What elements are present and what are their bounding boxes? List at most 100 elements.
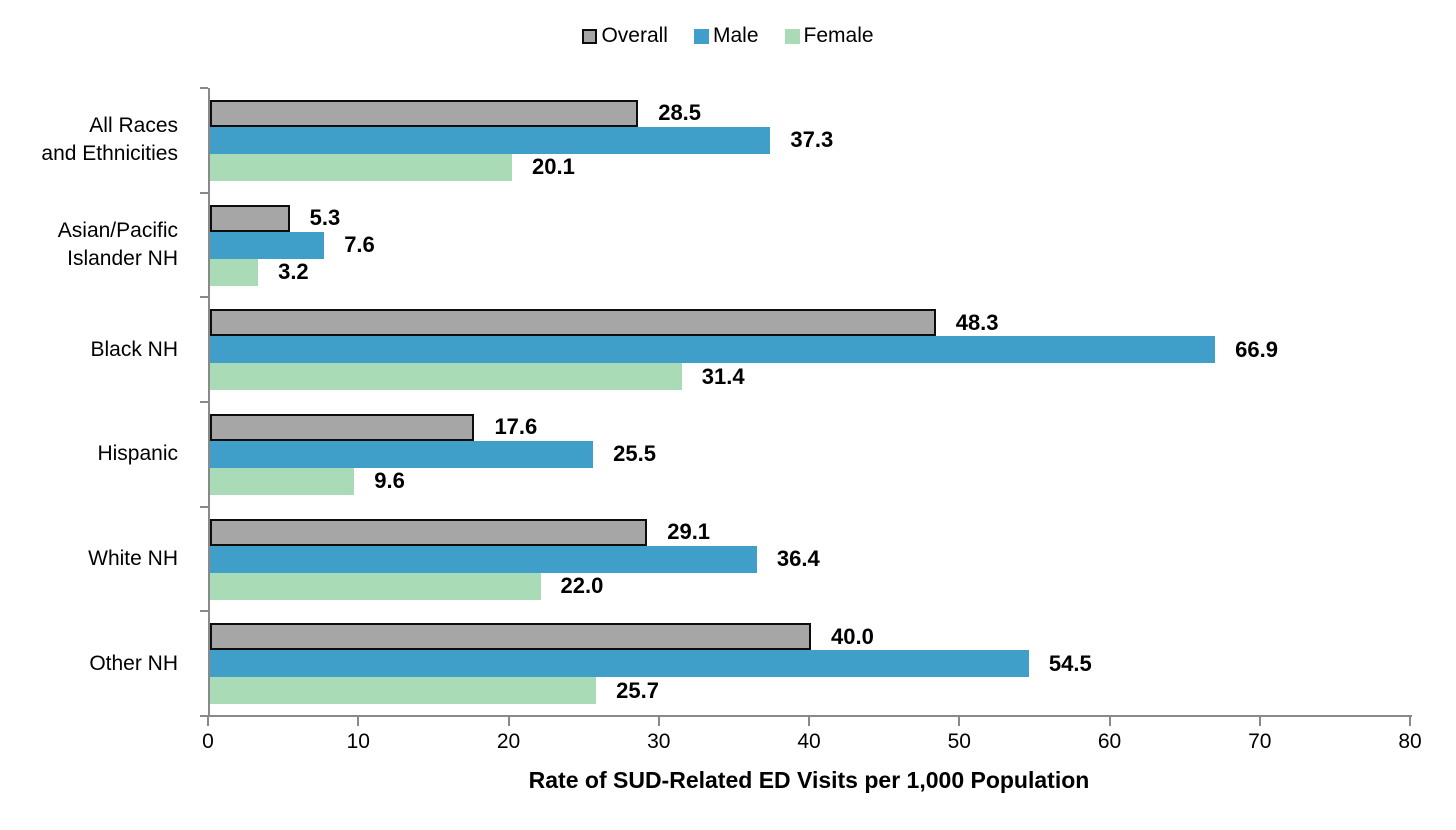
bar-overall bbox=[210, 99, 639, 127]
bar-row: 28.5 bbox=[210, 99, 1412, 127]
value-label: 66.9 bbox=[1235, 336, 1278, 362]
bar-row: 29.1 bbox=[210, 518, 1412, 546]
x-tick-mark bbox=[958, 717, 961, 726]
x-tick-mark bbox=[207, 717, 209, 726]
bar-row: 5.3 bbox=[210, 204, 1412, 232]
x-tick-mark bbox=[657, 717, 660, 726]
x-tick-label: 60 bbox=[1097, 730, 1122, 753]
x-axis-line bbox=[200, 715, 1412, 717]
bar-row: 36.4 bbox=[210, 545, 1412, 573]
bar-male bbox=[210, 440, 594, 468]
value-label: 48.3 bbox=[955, 309, 999, 335]
bar-row: 25.7 bbox=[210, 677, 1412, 705]
category-label: Black NH bbox=[90, 337, 178, 361]
y-axis-ticks bbox=[200, 87, 210, 717]
bar-group: 40.0 54.5 25.7 bbox=[210, 611, 1412, 716]
bar-male bbox=[210, 545, 757, 573]
legend-item-male: Male bbox=[693, 24, 759, 48]
bar-overall bbox=[210, 623, 811, 651]
y-tick-mark bbox=[200, 87, 208, 89]
x-tick-label: 0 bbox=[202, 730, 214, 753]
value-label: 31.4 bbox=[701, 363, 745, 389]
bar-overall bbox=[210, 413, 475, 441]
x-tick-label: 80 bbox=[1398, 730, 1422, 753]
bar-group: 17.6 25.5 9.6 bbox=[210, 402, 1412, 507]
x-tick-label: 10 bbox=[346, 730, 370, 753]
bar-row: 7.6 bbox=[210, 231, 1412, 259]
y-tick-mark bbox=[200, 296, 208, 299]
legend-swatch-icon bbox=[784, 28, 800, 44]
value-label: 25.5 bbox=[613, 441, 656, 467]
x-tick-label: 50 bbox=[947, 730, 971, 753]
value-label: 28.5 bbox=[658, 100, 702, 126]
value-label: 22.0 bbox=[560, 573, 604, 599]
y-tick-mark bbox=[200, 401, 208, 403]
bar-group: 5.3 7.6 3.2 bbox=[210, 193, 1412, 298]
value-label: 20.1 bbox=[532, 154, 575, 180]
x-tick-mark bbox=[1409, 717, 1411, 726]
x-tick-label: 70 bbox=[1248, 730, 1272, 753]
value-label: 37.3 bbox=[790, 127, 834, 153]
value-label: 17.6 bbox=[494, 414, 538, 440]
legend-swatch-icon bbox=[693, 28, 709, 44]
y-tick-mark bbox=[200, 191, 208, 194]
category-label: Other NH bbox=[89, 651, 178, 675]
legend: Overall Male Female bbox=[0, 24, 1456, 48]
bar-row: 20.1 bbox=[210, 153, 1412, 181]
x-axis-ticks bbox=[207, 717, 1411, 726]
x-tick-mark bbox=[357, 717, 360, 726]
bar-group: 48.3 66.9 31.4 bbox=[210, 297, 1412, 402]
y-tick-mark bbox=[200, 505, 208, 508]
legend-item-overall: Overall bbox=[582, 24, 668, 48]
bar-row: 48.3 bbox=[210, 309, 1412, 337]
bar-group: 28.5 37.3 20.1 bbox=[210, 88, 1412, 193]
legend-label: Female bbox=[803, 24, 874, 47]
bar-overall bbox=[210, 518, 648, 546]
value-label: 29.1 bbox=[667, 519, 711, 545]
bar-row: 37.3 bbox=[210, 126, 1412, 154]
bar-female bbox=[210, 572, 541, 600]
x-axis-tick-labels: 0 10 20 30 40 50 60 70 80 bbox=[202, 730, 1422, 756]
bar-male bbox=[210, 336, 1216, 364]
bar-row: 40.0 bbox=[210, 623, 1412, 651]
bar-female bbox=[210, 677, 597, 705]
bar-male bbox=[210, 126, 771, 154]
x-tick-mark bbox=[1258, 717, 1261, 726]
bar-male bbox=[210, 650, 1029, 678]
x-tick-mark bbox=[1108, 717, 1111, 726]
bar-overall bbox=[210, 204, 290, 232]
bar-female bbox=[210, 467, 355, 495]
x-tick-mark bbox=[507, 717, 510, 726]
y-axis-category-labels: All Races and Ethnicities Asian/Pacific I… bbox=[0, 88, 192, 716]
value-label: 7.6 bbox=[344, 232, 375, 257]
category-label: All Races and Ethnicities bbox=[41, 113, 178, 166]
bar-female bbox=[210, 363, 682, 391]
legend-swatch-icon bbox=[582, 28, 598, 44]
value-label: 9.6 bbox=[374, 468, 405, 494]
bar-row: 3.2 bbox=[210, 258, 1412, 286]
value-label: 25.7 bbox=[616, 677, 659, 703]
bar-row: 54.5 bbox=[210, 650, 1412, 678]
value-label: 40.0 bbox=[831, 623, 874, 649]
bar-row: 66.9 bbox=[210, 336, 1412, 364]
plot-area: 28.5 37.3 20.1 5.3 7.6 3.2 48.3 66.9 31.4 17.6 25.… bbox=[200, 87, 1412, 717]
bar-row: 31.4 bbox=[210, 363, 1412, 391]
bar-group: 29.1 36.4 22.0 bbox=[210, 507, 1412, 612]
legend-label: Male bbox=[712, 24, 759, 47]
legend-item-female: Female bbox=[784, 24, 874, 48]
bar-row: 22.0 bbox=[210, 572, 1412, 600]
x-tick-label: 30 bbox=[647, 730, 671, 753]
bar-row: 25.5 bbox=[210, 440, 1412, 468]
x-tick-label: 40 bbox=[797, 730, 821, 753]
bar-row: 17.6 bbox=[210, 413, 1412, 441]
value-label: 54.5 bbox=[1048, 650, 1092, 676]
x-tick-mark bbox=[808, 717, 810, 726]
bar-female bbox=[210, 153, 512, 181]
value-label: 3.2 bbox=[278, 259, 309, 284]
bar-row: 9.6 bbox=[210, 467, 1412, 495]
bar-groups: 28.5 37.3 20.1 5.3 7.6 3.2 48.3 66.9 31.4 17.6 25.… bbox=[210, 88, 1412, 716]
x-tick-label: 20 bbox=[496, 730, 521, 753]
category-label: White NH bbox=[88, 546, 178, 570]
bar-overall bbox=[210, 309, 936, 337]
